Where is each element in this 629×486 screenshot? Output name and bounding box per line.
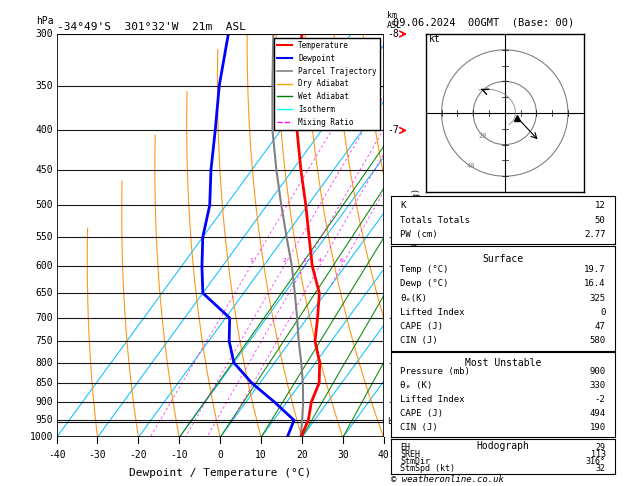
Text: Dewp (°C): Dewp (°C) <box>400 279 448 288</box>
Text: 29: 29 <box>596 443 606 452</box>
Text: -30: -30 <box>89 450 106 459</box>
Text: Lifted Index: Lifted Index <box>400 308 465 317</box>
Text: 16.4: 16.4 <box>584 279 606 288</box>
Text: -8: -8 <box>387 29 399 39</box>
Text: Dewpoint / Temperature (°C): Dewpoint / Temperature (°C) <box>129 468 311 478</box>
Text: Most Unstable: Most Unstable <box>465 358 541 368</box>
Text: LCL: LCL <box>387 417 402 427</box>
Text: 0: 0 <box>217 450 223 459</box>
Text: 800: 800 <box>36 358 53 367</box>
Text: Surface: Surface <box>482 254 523 264</box>
Text: 09.06.2024  00GMT  (Base: 00): 09.06.2024 00GMT (Base: 00) <box>393 17 574 27</box>
Text: 12: 12 <box>595 202 606 210</box>
Text: -2: -2 <box>387 397 399 407</box>
Text: Mixing Ratio (g/kg): Mixing Ratio (g/kg) <box>412 188 421 283</box>
Text: 550: 550 <box>36 232 53 242</box>
Text: 32: 32 <box>596 464 606 473</box>
Text: 1000: 1000 <box>30 433 53 442</box>
Text: -3: -3 <box>387 358 399 367</box>
Text: 30: 30 <box>337 450 348 459</box>
Text: 900: 900 <box>589 367 606 376</box>
Text: 300: 300 <box>36 29 53 39</box>
Text: 47: 47 <box>595 322 606 331</box>
Text: 900: 900 <box>36 397 53 407</box>
Text: -7: -7 <box>387 125 399 136</box>
Text: 316°: 316° <box>586 457 606 466</box>
Text: 0: 0 <box>600 308 606 317</box>
Text: -40: -40 <box>48 450 65 459</box>
Text: -4: -4 <box>387 313 399 323</box>
Text: 190: 190 <box>589 423 606 432</box>
Text: 500: 500 <box>36 200 53 210</box>
Text: CIN (J): CIN (J) <box>400 336 438 346</box>
Text: km
ASL: km ASL <box>387 11 402 30</box>
Text: 330: 330 <box>589 382 606 390</box>
Text: 4: 4 <box>318 258 321 263</box>
Text: 40: 40 <box>466 163 475 169</box>
Text: θₑ (K): θₑ (K) <box>400 382 432 390</box>
Text: 19.7: 19.7 <box>584 265 606 274</box>
Text: Pressure (mb): Pressure (mb) <box>400 367 470 376</box>
Text: PW (cm): PW (cm) <box>400 230 438 239</box>
Text: Hodograph: Hodograph <box>476 441 530 451</box>
Text: 950: 950 <box>36 415 53 425</box>
Text: θₑ(K): θₑ(K) <box>400 294 427 303</box>
Text: CAPE (J): CAPE (J) <box>400 409 443 418</box>
Text: 2: 2 <box>282 258 286 263</box>
Text: 6: 6 <box>340 258 343 263</box>
Text: -1: -1 <box>387 415 399 425</box>
Text: 10: 10 <box>255 450 267 459</box>
Text: 580: 580 <box>589 336 606 346</box>
Text: EH: EH <box>400 443 410 452</box>
Text: SREH: SREH <box>400 450 420 459</box>
Text: 450: 450 <box>36 165 53 175</box>
Text: Temp (°C): Temp (°C) <box>400 265 448 274</box>
Text: -10: -10 <box>170 450 188 459</box>
Text: hPa: hPa <box>36 16 53 26</box>
Legend: Temperature, Dewpoint, Parcel Trajectory, Dry Adiabat, Wet Adiabat, Isotherm, Mi: Temperature, Dewpoint, Parcel Trajectory… <box>274 38 380 130</box>
Text: CIN (J): CIN (J) <box>400 423 438 432</box>
Text: 494: 494 <box>589 409 606 418</box>
Text: 700: 700 <box>36 313 53 323</box>
Text: 850: 850 <box>36 378 53 388</box>
Text: 20: 20 <box>479 133 487 139</box>
Text: StmSpd (kt): StmSpd (kt) <box>400 464 455 473</box>
Text: -5: -5 <box>387 261 399 271</box>
Text: 650: 650 <box>36 288 53 298</box>
Text: 750: 750 <box>36 336 53 346</box>
Text: © weatheronline.co.uk: © weatheronline.co.uk <box>391 474 504 484</box>
Text: StmDir: StmDir <box>400 457 430 466</box>
Text: 350: 350 <box>36 81 53 91</box>
Text: 600: 600 <box>36 261 53 271</box>
Text: -34°49'S  301°32'W  21m  ASL: -34°49'S 301°32'W 21m ASL <box>57 22 245 32</box>
Text: 40: 40 <box>378 450 389 459</box>
Text: -6: -6 <box>387 232 399 242</box>
Text: 50: 50 <box>595 216 606 225</box>
Text: 113: 113 <box>591 450 606 459</box>
Text: -20: -20 <box>130 450 147 459</box>
Text: -2: -2 <box>595 395 606 404</box>
Text: 400: 400 <box>36 125 53 136</box>
Text: 2.77: 2.77 <box>584 230 606 239</box>
Text: kt: kt <box>429 34 441 44</box>
Text: 20: 20 <box>296 450 308 459</box>
Text: 1: 1 <box>249 258 253 263</box>
Text: 3: 3 <box>303 258 306 263</box>
Text: Totals Totals: Totals Totals <box>400 216 470 225</box>
Text: CAPE (J): CAPE (J) <box>400 322 443 331</box>
Text: Lifted Index: Lifted Index <box>400 395 465 404</box>
Text: 325: 325 <box>589 294 606 303</box>
Text: K: K <box>400 202 406 210</box>
